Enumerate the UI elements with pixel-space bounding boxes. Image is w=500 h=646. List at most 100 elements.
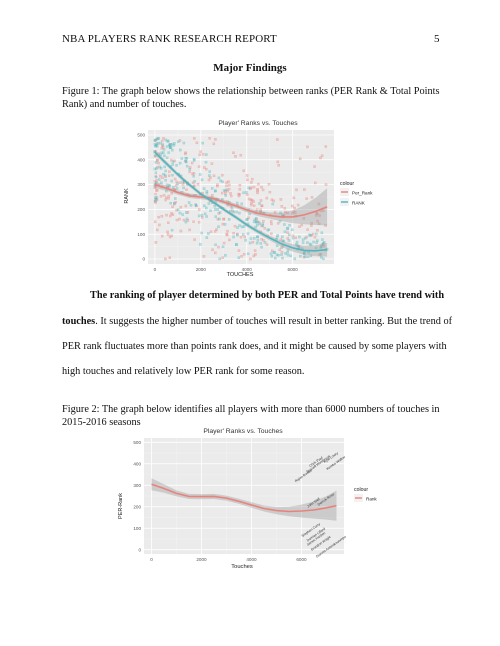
chart1-point-per-rank xyxy=(169,214,172,218)
chart1-point-rank xyxy=(271,202,275,206)
chart1-point-per-rank xyxy=(269,220,273,223)
chart1-point-per-rank xyxy=(157,161,160,165)
chart1-point-per-rank xyxy=(226,189,229,193)
chart1-point-rank xyxy=(168,143,172,146)
chart1-point-per-rank xyxy=(286,237,290,240)
chart1-point-per-rank xyxy=(306,228,309,231)
chart1-point-rank xyxy=(319,252,323,256)
chart1-point-per-rank xyxy=(240,255,243,258)
chart1-point-rank xyxy=(286,248,290,252)
chart1-point-per-rank xyxy=(306,145,309,149)
chart1-point-per-rank xyxy=(157,215,160,219)
chart1-point-rank xyxy=(185,211,188,214)
chart1-point-per-rank xyxy=(291,204,294,208)
chart1-point-rank xyxy=(159,141,162,145)
chart1-point-rank xyxy=(291,228,294,232)
chart1-point-rank xyxy=(275,253,279,257)
chart1-point-per-rank xyxy=(216,184,219,188)
chart1-point-per-rank xyxy=(175,208,178,212)
chart1-point-rank xyxy=(322,257,325,261)
chart1-ribbon-per-rank xyxy=(154,181,328,226)
chart1-ribbon-rank xyxy=(154,149,328,257)
chart1-point-rank xyxy=(276,234,279,237)
chart1-point-per-rank xyxy=(318,253,321,257)
chart1-point-per-rank xyxy=(226,203,229,207)
chart1-point-rank xyxy=(315,232,318,236)
chart1-point-per-rank xyxy=(238,188,242,191)
chart1-point-per-rank xyxy=(255,208,259,211)
chart1-point-rank xyxy=(306,241,309,244)
chart1-point-rank xyxy=(167,151,170,154)
chart1-point-rank xyxy=(205,215,208,218)
chart1-point-rank xyxy=(176,182,179,186)
chart1-point-per-rank xyxy=(175,184,178,187)
chart1-point-rank xyxy=(304,236,307,240)
chart1-point-per-rank xyxy=(156,228,159,232)
chart1-point-rank xyxy=(198,173,202,176)
figure2-chart: Player' Ranks vs. Touches Chris PaulRuss… xyxy=(118,428,377,570)
chart1-point-per-rank xyxy=(154,192,157,196)
chart1-point-rank xyxy=(176,208,180,212)
body-line-3: PER rank fluctuates more than points ran… xyxy=(62,341,447,352)
chart1-legend-label-rank: RANK xyxy=(352,201,366,206)
chart1-point-per-rank xyxy=(170,192,173,195)
chart1-point-rank xyxy=(248,241,252,245)
chart1-point-rank xyxy=(162,151,165,154)
chart1-point-rank xyxy=(185,217,189,221)
chart1-point-per-rank xyxy=(202,255,206,258)
chart2-y-tick-label: 0 xyxy=(138,547,141,552)
chart1-point-rank xyxy=(178,211,182,215)
chart1-point-per-rank xyxy=(280,250,284,254)
chart1-point-per-rank xyxy=(178,217,181,221)
chart1-point-rank xyxy=(256,220,259,224)
chart1-point-rank xyxy=(245,191,248,194)
chart1-point-rank xyxy=(218,217,221,221)
chart1-point-rank xyxy=(308,233,311,237)
chart1-point-per-rank xyxy=(324,145,328,148)
chart1-point-rank xyxy=(254,217,258,220)
chart1-point-rank xyxy=(168,146,172,150)
chart1-point-per-rank xyxy=(249,257,252,261)
chart1-point-rank xyxy=(155,167,158,170)
chart1-point-rank xyxy=(189,204,193,207)
chart1-point-rank xyxy=(209,209,212,212)
chart1-point-rank xyxy=(169,201,172,205)
chart1-point-per-rank xyxy=(162,194,166,197)
chart1-point-rank xyxy=(153,142,157,146)
chart1-point-per-rank xyxy=(239,153,243,157)
chart1-point-per-rank xyxy=(227,180,230,183)
chart1-point-rank xyxy=(205,236,209,239)
chart1-line-per-rank xyxy=(154,183,328,218)
figure2-caption-line2: 2015-2016 seasons xyxy=(62,417,141,428)
chart1-point-per-rank xyxy=(186,211,190,214)
chart1-point-per-rank xyxy=(224,192,227,195)
chart1-point-rank xyxy=(157,137,160,140)
chart1-point-rank xyxy=(185,164,189,168)
chart1-point-rank xyxy=(236,226,239,229)
chart1-point-per-rank xyxy=(216,217,220,221)
chart1-point-per-rank xyxy=(220,191,224,195)
chart1-point-per-rank xyxy=(259,199,263,202)
chart1-point-per-rank xyxy=(298,225,301,228)
chart1-point-per-rank xyxy=(243,235,247,239)
chart1-point-per-rank xyxy=(311,232,315,236)
chart1-point-rank xyxy=(302,252,306,256)
chart1-point-rank xyxy=(248,212,251,216)
chart1-point-rank xyxy=(256,239,260,242)
chart1-point-per-rank xyxy=(212,142,216,146)
chart1-point-rank xyxy=(159,167,163,170)
chart1-point-per-rank xyxy=(211,248,214,252)
chart1-point-rank xyxy=(309,243,313,247)
chart1-point-per-rank xyxy=(252,254,256,258)
chart2-smooth-line xyxy=(151,478,337,521)
chart1-point-rank xyxy=(254,225,257,229)
chart1-point-per-rank xyxy=(153,179,157,183)
chart1-point-per-rank xyxy=(156,158,159,162)
figure1-caption-line1: Figure 1: The graph below shows the rela… xyxy=(62,86,440,97)
chart2-y-tick-label: 200 xyxy=(133,504,141,509)
chart1-point-rank xyxy=(208,174,211,177)
chart1-point-rank xyxy=(282,239,285,243)
chart1-point-per-rank xyxy=(188,170,191,174)
chart1-point-per-rank xyxy=(254,253,257,256)
section-heading: Major Findings xyxy=(213,62,287,74)
